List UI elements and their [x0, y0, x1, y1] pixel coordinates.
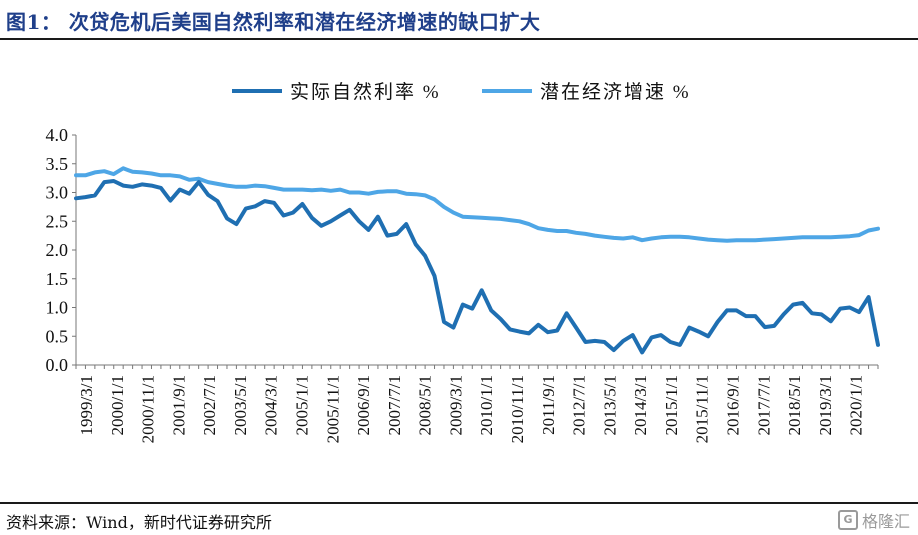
- legend-label: 潜在经济增速 %: [540, 81, 691, 103]
- x-tick-label: 2010/1/1: [477, 375, 496, 435]
- line-chart: 实际自然利率 % 潜在经济增速 % 0.0 0.5 1.0 1.5 2.0 2.5 3.0 3.…: [46, 81, 880, 443]
- x-tick-label: 2005/11/1: [323, 375, 342, 443]
- x-tick-label: 2009/3/1: [446, 375, 465, 435]
- y-tick-label: 3.5: [46, 154, 69, 174]
- x-tick-label: 1999/3/1: [77, 375, 96, 435]
- y-tick-label: 1.0: [46, 298, 69, 318]
- x-tick-label: 2003/5/1: [231, 375, 250, 435]
- x-tick-label: 2018/5/1: [785, 375, 804, 435]
- x-tick-label: 2012/7/1: [570, 375, 589, 435]
- source-note: 资料来源：Wind，新时代证券研究所: [6, 513, 272, 532]
- watermark-text: 格隆汇: [861, 512, 910, 531]
- watermark-icon: G: [837, 510, 858, 530]
- footer-divider: [0, 502, 918, 504]
- y-tick-label: 4.0: [46, 125, 69, 145]
- legend-label: 实际自然利率 %: [290, 81, 441, 103]
- x-tick-label: 2019/3/1: [816, 375, 835, 435]
- figure-title: 图1： 次贷危机后美国自然利率和潜在经济增速的缺口扩大: [6, 10, 541, 34]
- x-tick-label: 2006/9/1: [354, 375, 373, 435]
- x-tick-label: 2007/7/1: [385, 375, 404, 435]
- y-tick-label: 1.5: [46, 269, 69, 289]
- series-line-1: [74, 166, 880, 243]
- x-tick-label: 2000/1/1: [108, 375, 127, 435]
- x-tick-label: 2004/3/1: [262, 375, 281, 435]
- x-tick-label: 2001/9/1: [169, 375, 188, 435]
- series-line-0: [74, 179, 880, 355]
- plot-area: [74, 166, 880, 355]
- chart-legend: 实际自然利率 % 潜在经济增速 %: [232, 81, 691, 103]
- x-tick-label: 2020/1/1: [847, 375, 866, 435]
- x-tick-label: 2002/7/1: [200, 375, 219, 435]
- x-tick-label: 2008/5/1: [416, 375, 435, 435]
- x-tick-label: 2000/11/1: [139, 375, 158, 443]
- y-tick-label: 2.0: [46, 240, 69, 260]
- x-axis: 1999/3/1 2000/1/1 2000/11/1 2001/9/1 2002/7/…: [75, 364, 879, 443]
- x-tick-label: 2015/1/1: [662, 375, 681, 435]
- x-tick-label: 2011/9/1: [539, 375, 558, 435]
- y-axis: 0.0 0.5 1.0 1.5 2.0 2.5 3.0 3.5 4.0: [46, 125, 77, 375]
- title-divider: [0, 38, 918, 40]
- y-tick-label: 0.5: [46, 326, 69, 346]
- x-tick-label: 2013/5/1: [600, 375, 619, 435]
- y-tick-label: 3.0: [46, 183, 69, 203]
- x-tick-label: 2015/11/1: [693, 375, 712, 443]
- x-tick-label: 2010/11/1: [508, 375, 527, 443]
- y-tick-label: 0.0: [46, 355, 69, 375]
- watermark-logo: G 格隆汇: [837, 508, 910, 532]
- x-tick-label: 2017/7/1: [754, 375, 773, 435]
- y-tick-label: 2.5: [46, 211, 69, 231]
- x-tick-label: 2005/1/1: [293, 375, 312, 435]
- x-tick-label: 2016/9/1: [724, 375, 743, 435]
- x-tick-label: 2014/3/1: [631, 375, 650, 435]
